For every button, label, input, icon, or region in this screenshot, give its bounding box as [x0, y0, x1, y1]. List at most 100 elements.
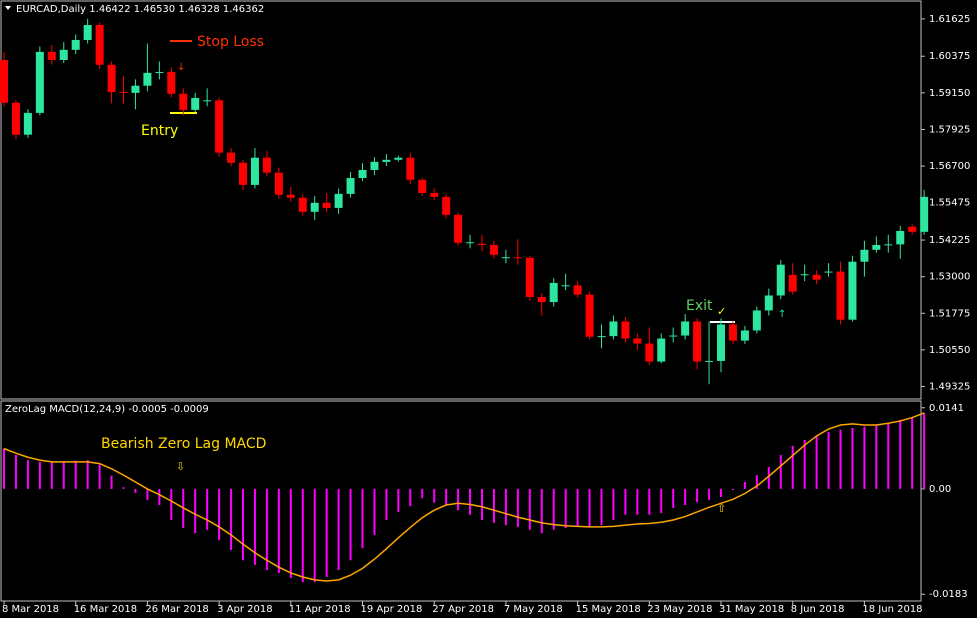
candle-body [717, 324, 725, 361]
x-tick-label: 11 Apr 2018 [289, 604, 351, 615]
x-tick-label: 26 Mar 2018 [145, 604, 208, 615]
y-tick-label: 1.51775 [929, 308, 970, 319]
menu-icon [5, 6, 11, 10]
y-tick-label: 1.50550 [929, 345, 970, 356]
candle-body [286, 194, 295, 198]
x-tick-label: 27 Apr 2018 [432, 604, 494, 615]
candle-body [633, 338, 642, 344]
candle-body [908, 226, 917, 232]
candle-body [836, 271, 845, 320]
candle-body [776, 264, 785, 296]
candle-body [728, 324, 737, 341]
y-tick-label: 1.60375 [929, 51, 970, 62]
candle-body [824, 271, 833, 273]
candle-body [848, 261, 857, 320]
y-tick-label: 1.57925 [929, 124, 970, 135]
candle-body [155, 71, 164, 73]
x-tick-label: 8 Mar 2018 [2, 604, 59, 615]
x-tick-label: 19 Apr 2018 [361, 604, 423, 615]
candle-body [11, 102, 20, 135]
candle-body [35, 51, 44, 113]
candle-body [167, 71, 176, 94]
candle-body [406, 157, 415, 180]
entry-label: Entry [141, 123, 178, 139]
candle-body [788, 274, 797, 292]
candle-body [752, 310, 761, 331]
candle-body [501, 257, 510, 259]
candle-body [800, 274, 809, 276]
candle-body [466, 242, 475, 244]
x-tick-label: 3 Apr 2018 [217, 604, 272, 615]
x-tick-label: 18 Jun 2018 [862, 604, 922, 615]
x-tick-label: 7 May 2018 [504, 604, 563, 615]
candle-body [884, 244, 893, 246]
x-tick-label: 15 May 2018 [576, 604, 641, 615]
candle-body [298, 197, 307, 212]
candle-body [454, 214, 463, 243]
candle-body [47, 51, 56, 60]
x-tick-label: 23 May 2018 [647, 604, 712, 615]
y-tick-label: 1.59150 [929, 88, 970, 99]
candle-body [609, 321, 618, 337]
candle-body [478, 243, 486, 245]
sell-arrow: ↓ [177, 62, 185, 73]
y-tick-label: 1.49325 [929, 381, 970, 392]
chart-title: EURCAD,Daily 1.46422 1.46530 1.46328 1.4… [16, 4, 264, 15]
candle-body [71, 39, 80, 50]
candle-body [346, 178, 355, 194]
stop-loss-label: Stop Loss [197, 34, 264, 50]
macd-panel [0, 400, 922, 602]
candle-body [370, 161, 379, 170]
candle-body [442, 196, 451, 215]
candle-body [274, 172, 283, 195]
candle-body [191, 97, 200, 110]
y-tick-label: -0.0183 [929, 589, 968, 600]
candle-body [227, 152, 236, 163]
candle-body [239, 162, 247, 185]
candle-body [657, 338, 666, 362]
x-tick-label: 16 Mar 2018 [74, 604, 137, 615]
candle-body [513, 257, 522, 259]
candle-body [537, 296, 546, 303]
candle-body [143, 72, 152, 86]
candle-body [322, 202, 331, 208]
candle-body [489, 244, 498, 255]
candle-body [23, 112, 32, 135]
macd-up-arrow: ⇧ [717, 502, 726, 515]
candle-body [860, 249, 869, 262]
candle-body [334, 193, 343, 208]
candle-body [107, 64, 116, 92]
candle-body [764, 295, 773, 311]
candle-body [621, 321, 630, 339]
y-tick-label: 1.55475 [929, 198, 970, 209]
candle-body [740, 330, 749, 341]
y-tick-label: 1.54225 [929, 235, 970, 246]
indicator-title: ZeroLag MACD(12,24,9) -0.0005 -0.0009 [5, 404, 209, 415]
candle-body [394, 157, 403, 160]
y-tick-label: 1.53000 [929, 272, 970, 283]
candle-body [382, 159, 391, 162]
candle-body [119, 91, 128, 93]
candle-body [645, 343, 654, 362]
candle-body [262, 157, 271, 173]
y-tick-label: 1.61625 [929, 14, 970, 25]
candle-body [693, 321, 702, 362]
candle-body [812, 274, 821, 280]
candle-body [430, 192, 439, 197]
candle-body [310, 202, 319, 212]
x-tick-label: 31 May 2018 [719, 604, 784, 615]
candle-body [358, 169, 367, 179]
candle-body [920, 196, 929, 232]
buy-arrow: ↑ [778, 309, 786, 320]
candle-body [896, 230, 905, 245]
candle-body [561, 285, 570, 287]
y-tick-label: 1.56700 [929, 161, 970, 172]
candle-body [418, 179, 427, 193]
candle-body [525, 257, 534, 297]
exit-check: ✓ [717, 305, 726, 318]
candle-body [203, 100, 212, 102]
candle-body [250, 157, 259, 185]
